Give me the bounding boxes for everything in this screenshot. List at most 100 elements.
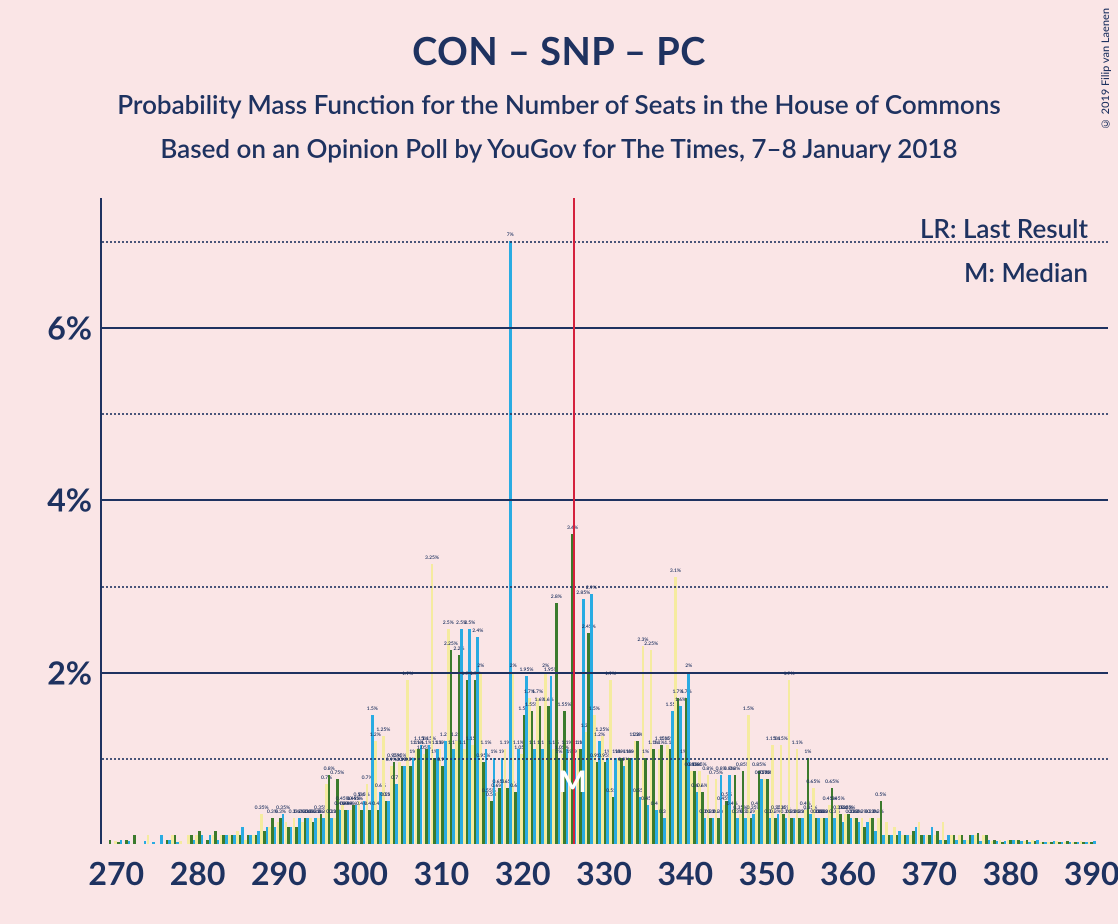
bar-value-label: 1.15% bbox=[774, 736, 788, 742]
bar-group: 1.7%1.6%1.1% bbox=[536, 198, 544, 844]
bar-group bbox=[942, 198, 950, 844]
x-tick-label: 340 bbox=[657, 853, 713, 892]
bar-group: 0.3%0.3% bbox=[293, 198, 301, 844]
bar-group bbox=[1055, 198, 1063, 844]
bar-group: 0.3%0.35%0.3% bbox=[317, 198, 325, 844]
bar-group bbox=[179, 198, 187, 844]
bar-group: 0.85%0.6%0.3% bbox=[698, 198, 706, 844]
bar-group: 1.25%0.5%0.5% bbox=[382, 198, 390, 844]
bar-group: 0.3%0.5% bbox=[877, 198, 885, 844]
bar-group: 1%1.7%2% bbox=[682, 198, 690, 844]
bar-group: 0.55%0.5%1% bbox=[488, 198, 496, 844]
bar-group bbox=[1047, 198, 1055, 844]
bar-group bbox=[220, 198, 228, 844]
bar-group bbox=[885, 198, 893, 844]
bar-group: 0.35% bbox=[260, 198, 268, 844]
bar-group bbox=[187, 198, 195, 844]
x-tick-label: 290 bbox=[251, 853, 307, 892]
y-axis: 2%4%6% bbox=[20, 198, 100, 844]
bar-group: 3.25%1%1.1% bbox=[431, 198, 439, 844]
bar-group: 0.4%0.85%0.75% bbox=[755, 198, 763, 844]
bar-group bbox=[212, 198, 220, 844]
bar-group: 1.9%0.9%1% bbox=[406, 198, 414, 844]
x-tick-label: 360 bbox=[820, 853, 876, 892]
bar-group: 1.9%0.3%0.3% bbox=[788, 198, 796, 844]
bar-group bbox=[958, 198, 966, 844]
bar-group: 0.3%0.35% bbox=[277, 198, 285, 844]
bar-group: 3.1%1.7%1.6% bbox=[674, 198, 682, 844]
bar-group bbox=[1039, 198, 1047, 844]
chart-subtitle-2: Based on an Opinion Poll by YouGov for T… bbox=[0, 120, 1118, 164]
bar-group: 0.3%0.3% bbox=[853, 198, 861, 844]
bar-group bbox=[252, 198, 260, 844]
bar-value-label: 2% bbox=[510, 663, 517, 669]
bar-group: 1.15%0.3%0.35% bbox=[771, 198, 779, 844]
gridline-minor bbox=[102, 586, 1108, 588]
bar-group: 1.1%0.65%7% bbox=[504, 198, 512, 844]
bar-group: 0.45%0.4%0.4% bbox=[341, 198, 349, 844]
bar-value-label: 1.5% bbox=[743, 706, 754, 712]
bar-group bbox=[982, 198, 990, 844]
bar-group: 0.3%0.3% bbox=[869, 198, 877, 844]
bar-group: 0.45%0.65%0.3% bbox=[828, 198, 836, 844]
bar-group bbox=[999, 198, 1007, 844]
bar-group bbox=[974, 198, 982, 844]
bar-value-label: 1.25% bbox=[376, 727, 390, 733]
bar-group: 1.05%1.5%1.95% bbox=[520, 198, 528, 844]
bar-group bbox=[122, 198, 130, 844]
bar-value-label: 1.7% bbox=[532, 689, 543, 695]
bar-group bbox=[950, 198, 958, 844]
bar-group bbox=[195, 198, 203, 844]
bar-group bbox=[893, 198, 901, 844]
bar bbox=[133, 835, 136, 844]
x-tick-label: 370 bbox=[901, 853, 957, 892]
bar-group bbox=[966, 198, 974, 844]
bar-group bbox=[285, 198, 293, 844]
bar-group: 0.3%0.3%0.3% bbox=[820, 198, 828, 844]
y-tick-label: 4% bbox=[47, 480, 92, 519]
bar-group: 1.5%0.3%0.35% bbox=[747, 198, 755, 844]
bar-group bbox=[163, 198, 171, 844]
x-tick-label: 300 bbox=[332, 853, 388, 892]
bar-group: 0.3%0.75%0.4% bbox=[333, 198, 341, 844]
bar-group: 0.4%1%0.35% bbox=[804, 198, 812, 844]
bar-group: 0.8%0.3%0.3% bbox=[707, 198, 715, 844]
bar-group: 2%0.95%1.1% bbox=[479, 198, 487, 844]
y-tick-label: 6% bbox=[47, 308, 92, 347]
gridline-major bbox=[102, 499, 1108, 501]
bar-value-label: 1% bbox=[804, 749, 811, 755]
bar-group: 0.5%0.4%0.5% bbox=[358, 198, 366, 844]
bar-group bbox=[1015, 198, 1023, 844]
bar-group bbox=[147, 198, 155, 844]
bar-group: 0.4%0.45%0.45% bbox=[350, 198, 358, 844]
x-tick-label: 320 bbox=[495, 853, 551, 892]
bar bbox=[147, 835, 150, 844]
bar-group bbox=[228, 198, 236, 844]
bar-group bbox=[236, 198, 244, 844]
bar-group bbox=[926, 198, 934, 844]
bar-group: 1.1%0.9%1.2% bbox=[439, 198, 447, 844]
bar-group: 1.1%1.15%0.3% bbox=[658, 198, 666, 844]
bars-layer: 0.35%0.3%0.3%0.35%0.3%0.3%0.3%0.3%0.3%0.… bbox=[102, 198, 1108, 844]
x-tick-label: 280 bbox=[170, 853, 226, 892]
bar-group: 0.6%0.65%1% bbox=[496, 198, 504, 844]
gridline-major bbox=[102, 672, 1108, 674]
bar-group bbox=[918, 198, 926, 844]
bar-group bbox=[155, 198, 163, 844]
bar-group: 0.9%0.95%0.7% bbox=[390, 198, 398, 844]
x-axis: 270280290300310320330340350360370380390 bbox=[100, 844, 1108, 904]
bar-group bbox=[106, 198, 114, 844]
bar-group bbox=[244, 198, 252, 844]
bar-group: 2%1.6%1.95% bbox=[544, 198, 552, 844]
bar-group: 0.75%0.3%0.8% bbox=[715, 198, 723, 844]
bar-group: 1.05%1.1%1.15% bbox=[423, 198, 431, 844]
bar-group: 0.4%0.8%0.3% bbox=[731, 198, 739, 844]
bar-group: 0.3% bbox=[268, 198, 276, 844]
x-tick-label: 270 bbox=[88, 853, 144, 892]
bar-group: 1.15%1.9%2.4% bbox=[471, 198, 479, 844]
bar-group bbox=[204, 198, 212, 844]
bar-value-label: 1.1% bbox=[792, 740, 803, 746]
bar-value-label: 0.65% bbox=[806, 779, 820, 785]
bar-value-label: 1% bbox=[642, 749, 649, 755]
bar-group bbox=[1088, 198, 1096, 844]
